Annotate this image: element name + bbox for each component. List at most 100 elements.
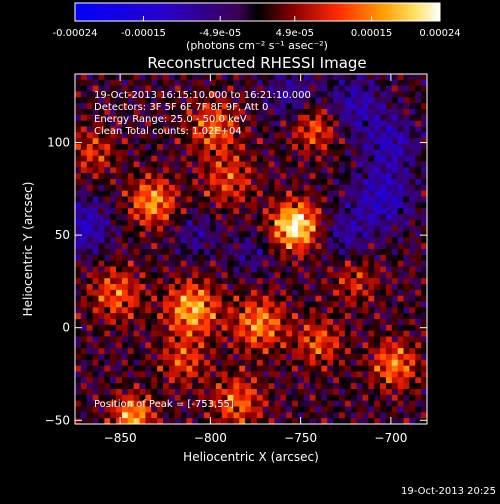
heatmap-cell: [280, 371, 287, 378]
heatmap-cell: [303, 138, 311, 145]
heatmap-cell: [409, 243, 416, 250]
heatmap-cell: [133, 85, 140, 92]
heatmap-cell: [327, 307, 334, 314]
heatmap-cell: [303, 190, 311, 197]
heatmap-cell: [163, 79, 170, 87]
heatmap-cell: [104, 103, 111, 110]
heatmap-cell: [274, 307, 281, 314]
heatmap-cell: [321, 249, 328, 256]
heatmap-cell: [133, 74, 140, 81]
heatmap-cell: [174, 109, 181, 116]
heatmap-cell: [374, 249, 381, 256]
heatmap-cell: [233, 260, 240, 267]
heatmap-cell: [274, 272, 281, 279]
heatmap-cell: [174, 243, 181, 250]
heatmap-cell: [110, 155, 117, 162]
heatmap-cell: [98, 301, 105, 308]
heatmap-cell: [385, 272, 393, 279]
heatmap-cell: [98, 161, 105, 168]
heatmap-cell: [415, 126, 422, 133]
heatmap-cell: [321, 138, 328, 145]
heatmap-cell: [92, 389, 99, 396]
heatmap-cell: [75, 237, 82, 244]
heatmap-cell: [421, 365, 428, 372]
heatmap-cell: [421, 184, 428, 192]
heatmap-cell: [333, 266, 340, 273]
heatmap-cell: [139, 359, 146, 367]
heatmap-cell: [339, 348, 346, 355]
heatmap-cell: [415, 342, 422, 349]
heatmap-cell: [75, 219, 82, 227]
heatmap-cell: [409, 266, 416, 273]
heatmap-cell: [133, 208, 140, 215]
heatmap-cell: [268, 79, 275, 87]
heatmap-cell: [321, 202, 328, 209]
heatmap-cell: [297, 260, 305, 267]
heatmap-cell: [174, 85, 181, 92]
heatmap-cell: [262, 214, 269, 221]
heatmap-cell: [256, 365, 264, 372]
heatmap-cell: [251, 167, 258, 174]
heatmap-cell: [110, 167, 117, 174]
heatmap-cell: [374, 184, 381, 192]
heatmap-cell: [116, 284, 123, 291]
heatmap-cell: [356, 208, 363, 215]
heatmap-cell: [339, 103, 346, 110]
heatmap-cell: [110, 126, 117, 133]
heatmap-cell: [339, 307, 346, 314]
heatmap-cell: [403, 383, 410, 390]
heatmap-cell: [192, 79, 199, 87]
heatmap-cell: [151, 85, 158, 92]
heatmap-cell: [245, 243, 252, 250]
heatmap-cell: [415, 359, 422, 367]
heatmap-cell: [75, 418, 82, 425]
heatmap-cell: [110, 85, 117, 92]
heatmap-cell: [192, 278, 199, 285]
heatmap-cell: [362, 278, 369, 285]
heatmap-cell: [303, 208, 311, 215]
heatmap-cell: [192, 184, 199, 192]
heatmap-cell: [274, 109, 281, 116]
heatmap-cell: [198, 79, 205, 87]
heatmap-cell: [421, 307, 428, 314]
heatmap-cell: [362, 120, 369, 127]
heatmap-cell: [280, 319, 287, 326]
heatmap-cell: [262, 144, 269, 151]
heatmap-cell: [186, 400, 193, 407]
heatmap-cell: [374, 284, 381, 291]
heatmap-cell: [104, 149, 111, 157]
heatmap-cell: [215, 254, 223, 262]
heatmap-cell: [233, 249, 240, 256]
heatmap-cell: [391, 149, 399, 157]
heatmap-cell: [215, 295, 223, 302]
heatmap-cell: [145, 196, 152, 203]
heatmap-cell: [292, 208, 299, 215]
heatmap-cell: [268, 202, 275, 209]
heatmap-cell: [356, 254, 363, 262]
heatmap-cell: [385, 179, 393, 186]
heatmap-cell: [209, 330, 217, 337]
heatmap-cell: [86, 202, 93, 209]
heatmap-cell: [397, 91, 404, 98]
heatmap-cell: [409, 149, 416, 157]
heatmap-cell: [368, 260, 375, 267]
heatmap-cell: [421, 284, 428, 291]
heatmap-cell: [198, 295, 205, 302]
heatmap-cell: [268, 348, 275, 355]
heatmap-cell: [374, 161, 381, 168]
heatmap-cell: [409, 260, 416, 267]
heatmap-cell: [186, 359, 193, 367]
heatmap-cell: [350, 120, 357, 127]
heatmap-cell: [327, 289, 334, 297]
heatmap-cell: [98, 406, 105, 413]
heatmap-cell: [380, 214, 387, 221]
heatmap-cell: [374, 144, 381, 151]
heatmap-cell: [151, 225, 158, 232]
heatmap-cell: [327, 91, 334, 98]
heatmap-cell: [110, 231, 117, 238]
heatmap-cell: [356, 301, 363, 308]
heatmap-cell: [262, 348, 269, 355]
heatmap-cell: [221, 330, 228, 337]
heatmap-cell: [145, 214, 152, 221]
heatmap-cell: [204, 202, 211, 209]
